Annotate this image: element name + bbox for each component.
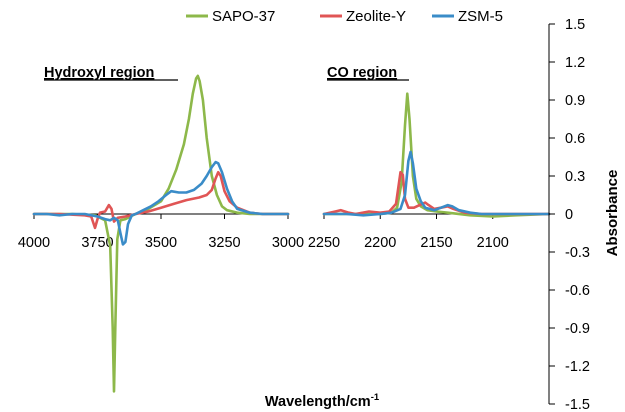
x-axis-title-text: Wavelength/cm — [265, 394, 371, 410]
panel-co: CO region 2250 2200 2150 2100 — [308, 65, 551, 251]
y-axis: 1.5 1.2 0.9 0.6 0.3 0 -0.3 -0.6 -0.9 -1.2 -1.5 — [548, 17, 590, 412]
legend: SAPO-37 Zeolite-Y ZSM-5 — [186, 8, 503, 25]
y-tick-label: -0.9 — [565, 321, 590, 337]
x-axis-title: Wavelength/cm-1 — [265, 392, 380, 410]
x-tick-label: 3750 — [81, 235, 113, 251]
panel-title: CO region — [327, 65, 397, 81]
y-tick-label: 1.2 — [565, 55, 585, 71]
x-tick-label: 3500 — [145, 235, 177, 251]
y-tick-label: -0.3 — [565, 245, 590, 261]
panel-title: Hydroxyl region — [44, 65, 154, 81]
legend-item: Zeolite-Y — [320, 8, 406, 25]
legend-item: SAPO-37 — [186, 8, 275, 25]
x-tick-label: 3250 — [208, 235, 240, 251]
y-tick-label: -1.5 — [565, 397, 590, 412]
y-axis-title: Absorbance — [604, 170, 621, 257]
legend-label: Zeolite-Y — [346, 8, 406, 25]
y-tick-label: -1.2 — [565, 359, 590, 375]
legend-label: SAPO-37 — [212, 8, 275, 25]
x-tick-label: 4000 — [18, 235, 50, 251]
x-tick-label: 2250 — [308, 235, 340, 251]
x-tick-label: 2200 — [364, 235, 396, 251]
x-axis-title-superscript: -1 — [371, 392, 380, 403]
series-line-zeolite-y — [322, 170, 551, 216]
x-tick-label: 2100 — [477, 235, 509, 251]
y-tick-label: 1.5 — [565, 17, 585, 33]
series-line-sapo-37 — [32, 74, 290, 393]
series-line-sapo-37 — [322, 92, 551, 218]
y-tick-label: 0 — [565, 207, 573, 223]
series-line-zsm-5 — [322, 150, 551, 217]
x-tick-label: 2150 — [420, 235, 452, 251]
y-tick-label: 0.9 — [565, 93, 585, 109]
legend-item: ZSM-5 — [432, 8, 503, 25]
x-tick-label: 3000 — [272, 235, 304, 251]
legend-label: ZSM-5 — [458, 8, 503, 25]
panel-hydroxyl: Hydroxyl region 4000 3750 3500 3250 3000 — [18, 65, 304, 393]
y-tick-label: 0.6 — [565, 131, 585, 147]
series-line-zeolite-y — [32, 170, 290, 230]
y-tick-label: -0.6 — [565, 283, 590, 299]
series-line-zsm-5 — [32, 160, 290, 246]
y-tick-label: 0.3 — [565, 169, 585, 185]
